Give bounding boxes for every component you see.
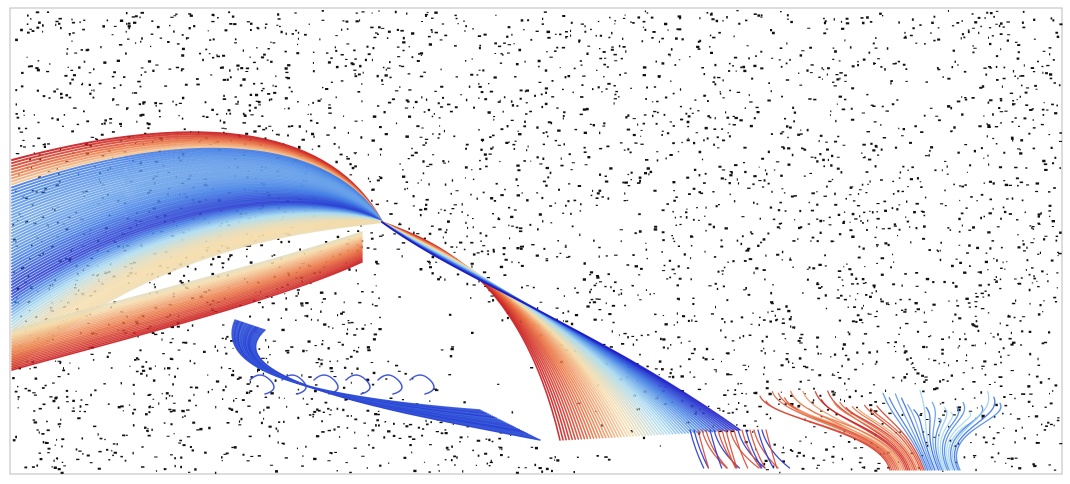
page: (() => { const data = JSON.parse(documen… <box>0 0 1070 484</box>
trajectory-visualization <box>0 0 1070 484</box>
